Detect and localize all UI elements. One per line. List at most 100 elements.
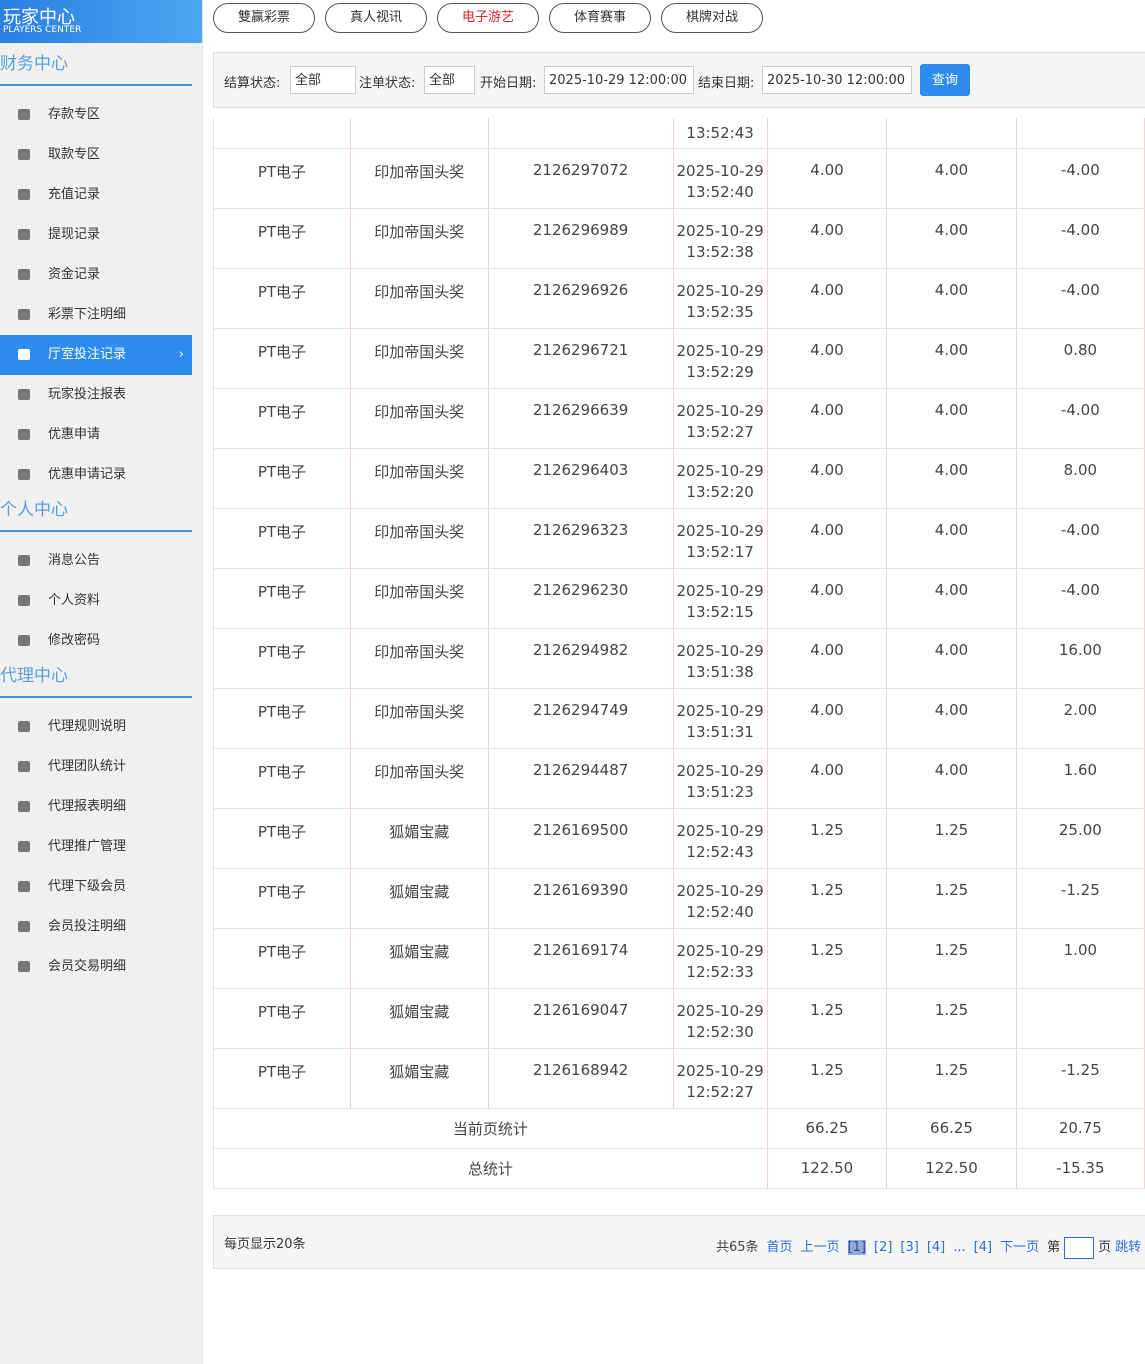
summary-label: 总统计 (213, 1148, 768, 1189)
icon (18, 229, 30, 240)
menu-item[interactable]: 代理报表明细 (0, 787, 192, 827)
select[interactable]: 全部 (424, 66, 475, 94)
menu-item[interactable]: 代理下级会员 (0, 867, 192, 907)
menu-item[interactable]: 代理推广管理 (0, 827, 192, 867)
row: PT电子 印加帝国头奖 2126294982 2025-10-29 13:51:38 4.… (213, 628, 1145, 689)
icon (18, 881, 30, 892)
menu-item[interactable]: 优惠申请记录 (0, 455, 192, 495)
menu-label: 彩票下注明细 (48, 307, 127, 322)
label: 注单状态: (359, 76, 416, 91)
menu-item[interactable]: 资金记录 (0, 255, 192, 295)
tab[interactable]: 体育赛事 (549, 3, 651, 33)
icon (18, 921, 30, 932)
menu-item[interactable]: 会员投注明细 (0, 907, 192, 947)
cell: 2126169390 (488, 868, 674, 929)
date: 2025-10-29 (676, 941, 764, 960)
cell: PT电子 (213, 988, 351, 1049)
menu-label: 代理规则说明 (48, 719, 127, 734)
cell: -4.00 (1016, 268, 1145, 329)
menu-item[interactable]: 存款专区 (0, 95, 192, 135)
page-input[interactable] (1064, 1236, 1095, 1259)
cell: 1.25 (767, 988, 888, 1049)
cell: 狐媚宝藏 (350, 988, 489, 1049)
page-link[interactable]: 下一页 (1000, 1240, 1040, 1255)
menu-item[interactable]: 厅室投注记录 › (0, 335, 192, 375)
select[interactable]: 全部 (290, 66, 356, 94)
menu-item[interactable]: 个人资料 (0, 581, 192, 621)
partial-row: 13:52:43 (213, 118, 1145, 149)
icon (18, 961, 30, 972)
row: PT电子 印加帝国头奖 2126294749 2025-10-29 13:51:31 4.… (213, 688, 1145, 749)
tab[interactable]: 电子游艺 (437, 3, 539, 33)
cell: 4.00 (767, 328, 888, 389)
tab[interactable]: 雙赢彩票 (213, 3, 315, 33)
cell: -1.25 (1016, 1048, 1145, 1109)
menu-item[interactable]: 优惠申请 (0, 415, 192, 455)
cell: 印加帝国头奖 (350, 328, 489, 389)
row: PT电子 狐媚宝藏 2126169500 2025-10-29 12:52:43 1.25… (213, 808, 1145, 869)
cell: 1.25 (767, 868, 888, 929)
menu-label: 存款专区 (48, 107, 101, 122)
tab[interactable]: 真人视讯 (325, 3, 427, 33)
cell: 印加帝国头奖 (350, 508, 489, 569)
tab[interactable]: 棋牌对战 (661, 3, 763, 33)
time: 13:52:15 (686, 602, 754, 621)
date-cell: 2025-10-29 13:51:23 (673, 748, 768, 809)
cell: PT电子 (213, 928, 351, 989)
cell: PT电子 (213, 388, 351, 449)
page-link[interactable]: [4] (926, 1240, 946, 1255)
cell: 狐媚宝藏 (350, 808, 489, 869)
time: 13:52:17 (686, 542, 754, 561)
menu-label: 充值记录 (48, 187, 101, 202)
icon (18, 555, 30, 566)
date-input[interactable]: 2025-10-29 12:00:00 (544, 66, 694, 94)
menu-item[interactable]: 消息公告 (0, 541, 192, 581)
date-cell: 2025-10-29 12:52:33 (673, 928, 768, 989)
date-input[interactable]: 2025-10-30 12:00:00 (762, 66, 912, 94)
page-link[interactable]: ... (953, 1240, 966, 1255)
chevron: › (178, 347, 184, 362)
page-link[interactable]: [4] (973, 1240, 993, 1255)
page-link[interactable]: [3] (900, 1240, 919, 1255)
date-cell: 2025-10-29 12:52:43 (673, 808, 768, 869)
menu-item[interactable]: 提现记录 (0, 215, 192, 255)
date: 2025-10-29 (676, 701, 764, 720)
cell: 2126296721 (488, 328, 674, 389)
cell: 印加帝国头奖 (350, 748, 489, 809)
menu-label: 消息公告 (48, 553, 101, 568)
date-cell: 2025-10-29 12:52:30 (673, 988, 768, 1049)
menu-item[interactable]: 代理团队统计 (0, 747, 192, 787)
cell: 8.00 (1016, 448, 1145, 509)
menu-item[interactable]: 修改密码 (0, 621, 192, 661)
page-links: 共65条 首页 上一页 [1] [2] [3] [4]... [4] 下一页第 页跳转 (716, 1236, 1145, 1259)
section-title: 财务中心 (0, 44, 192, 86)
menu-item[interactable]: 玩家投注报表 (0, 375, 192, 415)
menu-item[interactable]: 充值记录 (0, 175, 192, 215)
cell: 1.25 (767, 808, 888, 869)
row: PT电子 印加帝国头奖 2126296403 2025-10-29 13:52:20 4.… (213, 448, 1145, 509)
page-link[interactable]: [2] (874, 1240, 893, 1255)
menu-item[interactable]: 会员交易明细 (0, 947, 192, 987)
page-link[interactable]: 首页 (766, 1240, 793, 1255)
menu-item[interactable]: 代理规则说明 (0, 707, 192, 747)
go-link[interactable]: 跳转 (1115, 1240, 1142, 1255)
cell: 2126168942 (488, 1048, 674, 1109)
page-link[interactable]: [1] (847, 1240, 866, 1255)
date-cell: 2025-10-29 13:52:15 (673, 568, 768, 629)
date-cell: 2025-10-29 13:52:17 (673, 508, 768, 569)
cell: -4.00 (1016, 568, 1145, 629)
cell: 2126296323 (488, 508, 674, 569)
icon (18, 389, 30, 400)
date-cell: 2025-10-29 13:52:20 (673, 448, 768, 509)
menu-item[interactable]: 取款专区 (0, 135, 192, 175)
page-link[interactable]: 上一页 (800, 1240, 840, 1255)
cell: 2126296926 (488, 268, 674, 329)
menu-item[interactable]: 彩票下注明细 (0, 295, 192, 335)
icon (18, 595, 30, 606)
cell: 4.00 (767, 268, 888, 329)
query-button[interactable]: 查询 (920, 64, 970, 96)
cell: 16.00 (1016, 628, 1145, 689)
date-cell: 2025-10-29 13:52:29 (673, 328, 768, 389)
cell: 2126294487 (488, 748, 674, 809)
